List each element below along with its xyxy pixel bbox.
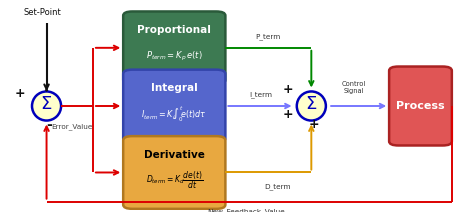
Text: $I_{term}=K_i\!\int_0^t\!e(t)d\tau$: $I_{term}=K_i\!\int_0^t\!e(t)d\tau$ [141,104,207,124]
FancyBboxPatch shape [123,11,226,84]
FancyBboxPatch shape [123,136,226,209]
FancyBboxPatch shape [389,67,452,145]
Text: New_Feedback_Value: New_Feedback_Value [208,208,285,212]
Text: +: + [282,83,293,96]
Text: Proportional: Proportional [137,25,211,35]
Text: $P_{term}=K_p\,e(t)$: $P_{term}=K_p\,e(t)$ [146,50,202,63]
Ellipse shape [32,91,61,121]
Text: $D_{term}=K_d\dfrac{de(t)}{dt}$: $D_{term}=K_d\dfrac{de(t)}{dt}$ [146,170,203,191]
Text: $\Sigma$: $\Sigma$ [305,95,318,113]
Text: $\Sigma$: $\Sigma$ [40,95,53,113]
Text: Process: Process [396,101,445,111]
Text: Set-Point: Set-Point [23,8,61,17]
FancyBboxPatch shape [123,70,226,142]
Text: P_term: P_term [256,33,281,39]
Text: Integral: Integral [151,83,198,93]
Text: D_term: D_term [264,183,291,190]
Text: Derivative: Derivative [144,150,205,160]
Text: +: + [15,87,26,100]
Text: +: + [282,108,293,121]
Ellipse shape [297,91,326,121]
Text: I_term: I_term [250,91,273,98]
Text: Error_Value: Error_Value [51,123,93,130]
Text: -: - [46,118,52,132]
Text: Control
Signal: Control Signal [342,81,366,93]
Text: +: + [308,118,319,131]
